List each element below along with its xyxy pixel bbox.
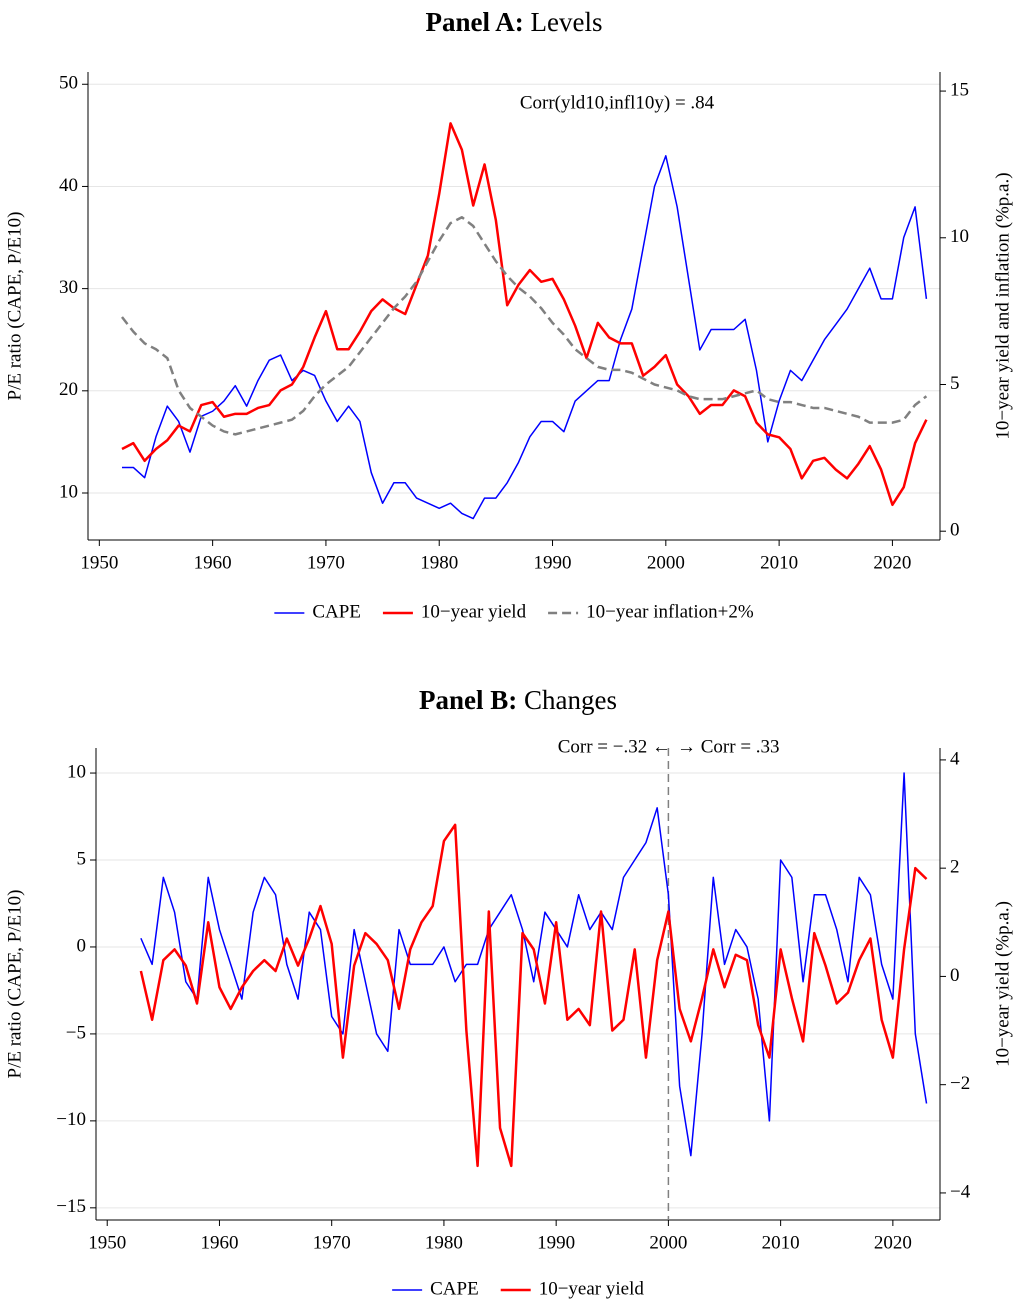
x-tick-label: 1980 <box>420 552 458 573</box>
panel-title: Levels <box>531 7 603 37</box>
x-tick-label: 1980 <box>425 1232 463 1253</box>
legend: CAPE 10−year yield <box>392 1278 644 1299</box>
y2-tick-label: 5 <box>950 373 960 394</box>
x-tick-label: 1990 <box>537 1232 575 1253</box>
y2-axis-label: 10−year yield and inflation (%p.a.) <box>992 172 1013 439</box>
x-tick-label: 2020 <box>873 552 911 573</box>
x-tick-label: 1990 <box>534 552 572 573</box>
x-tick-label: 2000 <box>647 552 685 573</box>
annotation: → Corr = .33 <box>677 736 780 757</box>
panel-label: Panel A: <box>426 7 524 37</box>
y-tick-label: 5 <box>77 848 87 869</box>
x-tick-label: 1970 <box>307 552 345 573</box>
y-axis-label: P/E ratio (CAPE, P/E10) <box>4 212 25 401</box>
x-tick-label: 2000 <box>649 1232 687 1253</box>
panel-label: Panel B: <box>419 685 517 715</box>
series-line <box>121 155 928 520</box>
y-tick-label: −5 <box>66 1022 86 1043</box>
chart-title: Panel A: Levels <box>426 7 603 37</box>
y-tick-label: 10 <box>59 481 78 502</box>
y-axis-label: P/E ratio (CAPE, P/E10) <box>4 890 25 1079</box>
y2-tick-label: −2 <box>950 1073 970 1094</box>
y2-tick-label: 15 <box>950 79 969 100</box>
x-tick-label: 2010 <box>762 1232 800 1253</box>
y-tick-label: 50 <box>59 73 78 94</box>
chart-title: Panel B: Changes <box>419 685 617 715</box>
y2-tick-label: 2 <box>950 857 960 878</box>
x-tick-label: 1960 <box>200 1232 238 1253</box>
y-tick-label: 20 <box>59 379 78 400</box>
legend-label: CAPE <box>312 601 361 622</box>
series-line <box>121 122 928 507</box>
y2-tick-label: 4 <box>950 748 960 769</box>
legend-label: 10−year yield <box>421 601 527 622</box>
x-tick-label: 2020 <box>874 1232 912 1253</box>
y-tick-label: 0 <box>77 935 87 956</box>
series-line <box>121 215 928 436</box>
legend: CAPE 10−year yield 10−year inflation+2% <box>274 601 754 622</box>
y-tick-label: 40 <box>59 175 78 196</box>
x-tick-label: 2010 <box>760 552 798 573</box>
y2-axis-label: 10−year yield (%p.a.) <box>992 901 1013 1067</box>
x-tick-label: 1950 <box>80 552 118 573</box>
legend-label: 10−year inflation+2% <box>586 601 754 622</box>
y-tick-label: −15 <box>56 1196 86 1217</box>
annotation: Corr = −.32 ← <box>558 736 671 757</box>
x-tick-label: 1950 <box>88 1232 126 1253</box>
y2-tick-label: 0 <box>950 520 960 541</box>
y-tick-label: 10 <box>67 761 86 782</box>
y2-tick-label: 0 <box>950 965 960 986</box>
legend-label: CAPE <box>430 1278 479 1299</box>
x-tick-label: 1960 <box>194 552 232 573</box>
legend-label: 10−year yield <box>539 1278 645 1299</box>
series-line <box>139 823 928 1168</box>
y2-tick-label: −4 <box>950 1181 971 1202</box>
x-tick-label: 1970 <box>313 1232 351 1253</box>
annotation: Corr(yld10,infl10y) = .84 <box>520 92 715 113</box>
y-tick-label: −10 <box>56 1109 86 1130</box>
y-tick-label: 30 <box>59 277 78 298</box>
panel-title: Changes <box>524 685 617 715</box>
series-line <box>140 772 928 1157</box>
y2-tick-label: 10 <box>950 226 969 247</box>
